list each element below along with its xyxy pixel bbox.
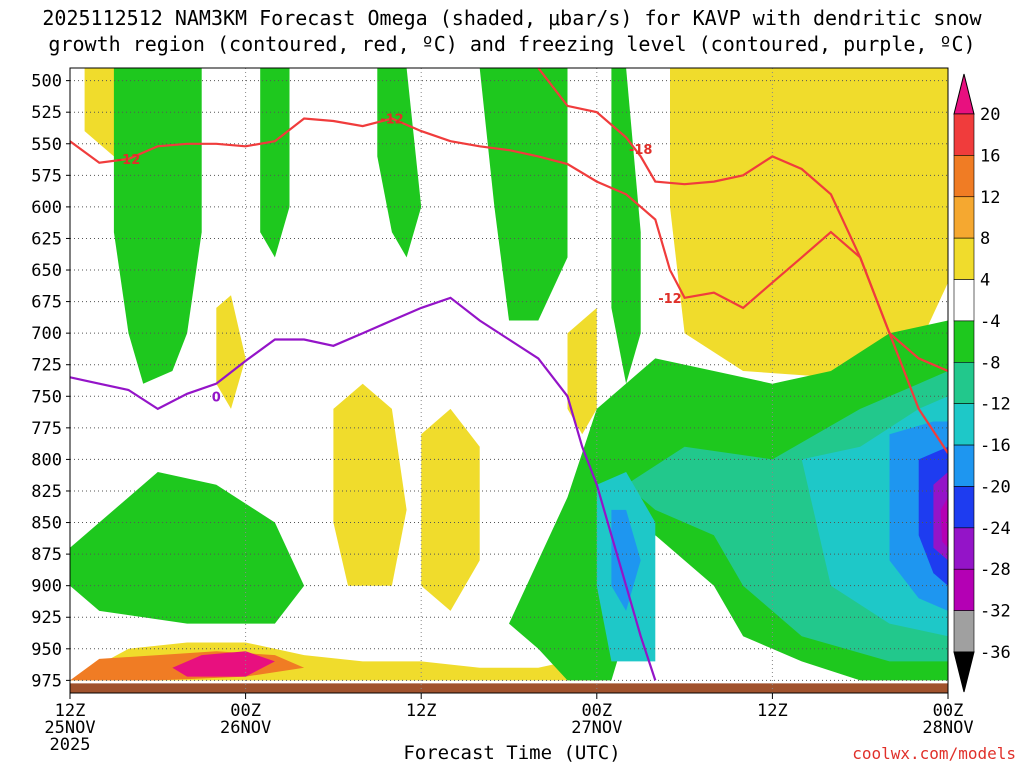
- contour-line-2: [70, 296, 657, 681]
- y-tick-label-950: 950: [31, 640, 62, 660]
- colorbar-label-9: -20: [980, 477, 1011, 497]
- y-tick-label-625: 625: [31, 229, 62, 249]
- colorbar-label-2: 12: [980, 188, 1000, 208]
- terrain-ground: [70, 683, 948, 693]
- y-tick-label-675: 675: [31, 293, 62, 313]
- colorbar-bin-5: [953, 279, 975, 322]
- contour-label-4: 0: [212, 390, 221, 405]
- x-tick-sublabel-1: 26NOV: [220, 718, 271, 738]
- x-tick-label-3: 00Z: [581, 701, 612, 721]
- omega-region-11: [567, 307, 597, 435]
- colorbar-bin-11: [953, 527, 975, 570]
- y-tick-label-575: 575: [31, 166, 62, 186]
- omega-region-16: [479, 68, 568, 321]
- y-tick-label-925: 925: [31, 608, 62, 628]
- y-tick-label-800: 800: [31, 450, 62, 470]
- omega-region-9: [333, 383, 407, 586]
- y-tick-label-900: 900: [31, 577, 62, 597]
- y-tick-label-600: 600: [31, 198, 62, 218]
- axes: 500 525 550 575 600 625 650 675 700 725 750 775 800 8…: [31, 67, 974, 755]
- colorbar-bin-7: [953, 362, 975, 404]
- x-tick-label-2: 12Z: [406, 701, 437, 721]
- x-tick-sublabel-5: 28NOV: [922, 718, 973, 738]
- contour-label-0: -12: [117, 153, 141, 168]
- x-tick-sublabel-3: 27NOV: [571, 718, 622, 738]
- colorbar-bottom-triangle: [953, 651, 975, 693]
- x-tick-sublabel-0: 25NOV: [44, 718, 95, 738]
- x-tick-label-5: 00Z: [933, 701, 964, 721]
- x-tick-year: 2025: [50, 735, 91, 755]
- colorbar-bin-6: [953, 320, 975, 363]
- y-tick-label-975: 975: [31, 671, 62, 691]
- omega-region-17: [611, 68, 641, 384]
- colorbar-bin-4: [953, 237, 975, 280]
- omega-region-7: [172, 651, 275, 677]
- colorbar-label-5: -4: [980, 312, 1000, 332]
- omega-region-15: [377, 68, 422, 258]
- colorbar-label-11: -28: [980, 560, 1011, 580]
- colorbar-label-12: -32: [980, 602, 1011, 622]
- chart-title-line-2: growth region (contoured, red, ºC) and f…: [48, 32, 976, 56]
- colorbar-label-7: -12: [980, 395, 1011, 415]
- colorbar-bin-10: [953, 486, 975, 529]
- colorbar-label-3: 8: [980, 229, 990, 249]
- contour-line-1: [537, 68, 948, 454]
- colorbar: 20 16 12 8 4 -4 -8 -12 -16 -20 -24 -28 -32 -36: [953, 73, 1011, 693]
- y-tick-label-775: 775: [31, 419, 62, 439]
- colorbar-label-8: -16: [980, 436, 1011, 456]
- x-tick-label-0: 12Z: [55, 701, 86, 721]
- y-tick-label-525: 525: [31, 103, 62, 123]
- plot-frame: [69, 67, 949, 694]
- omega-region-4: [670, 68, 948, 378]
- y-tick-label-875: 875: [31, 545, 62, 565]
- omega-region-10: [421, 408, 480, 611]
- colorbar-bin-12: [953, 568, 975, 611]
- y-tick-label-825: 825: [31, 482, 62, 502]
- colorbar-label-6: -8: [980, 353, 1000, 373]
- colorbar-label-4: 4: [980, 271, 990, 291]
- colorbar-top-triangle: [953, 73, 975, 115]
- colorbar-bin-9: [953, 444, 975, 487]
- y-tick-label-550: 550: [31, 135, 62, 155]
- contour-label-3: -12: [658, 292, 682, 307]
- contour-label-1: -12: [380, 113, 404, 128]
- omega-region-27: [940, 497, 948, 548]
- omega-region-18: [70, 472, 305, 624]
- colorbar-bin-1: [953, 113, 975, 156]
- y-tick-label-700: 700: [31, 324, 62, 344]
- colorbar-bin-13: [953, 610, 975, 653]
- colorbar-label-1: 16: [980, 146, 1000, 166]
- y-tick-label-850: 850: [31, 514, 62, 534]
- y-tick-label-725: 725: [31, 356, 62, 376]
- y-tick-label-750: 750: [31, 387, 62, 407]
- credit-text: coolwx.com/models: [852, 744, 1016, 763]
- shading-group: -12 -12 -18 -12 0: [70, 68, 948, 693]
- contour-line-0: [70, 117, 948, 373]
- omega-region-13: [113, 68, 202, 384]
- x-tick-label-4: 12Z: [757, 701, 788, 721]
- plot-area: -12 -12 -18 -12 0: [70, 68, 948, 693]
- colorbar-label-0: 20: [980, 105, 1000, 125]
- colorbar-bin-8: [953, 403, 975, 446]
- colorbar-label-13: -36: [980, 643, 1011, 663]
- chart-title-line-1: 2025112512 NAM3KM Forecast Omega (shaded…: [42, 6, 982, 30]
- x-axis-label: Forecast Time (UTC): [403, 742, 621, 764]
- colorbar-bin-3: [953, 196, 975, 239]
- y-tick-label-650: 650: [31, 261, 62, 281]
- colorbar-label-10: -24: [980, 519, 1011, 539]
- omega-region-8: [216, 295, 246, 409]
- x-tick-label-1: 00Z: [230, 701, 261, 721]
- y-tick-label-500: 500: [31, 72, 62, 92]
- colorbar-bin-2: [953, 155, 975, 198]
- contour-label-2: -18: [629, 143, 653, 158]
- omega-region-14: [260, 68, 290, 258]
